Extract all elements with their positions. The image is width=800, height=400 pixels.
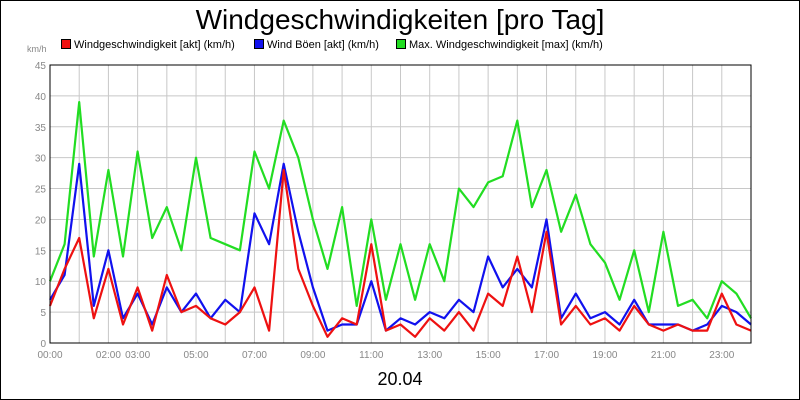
series-line-akt: [48, 168, 752, 338]
x-axis-date-label: 20.04: [377, 369, 423, 389]
legend-item-akt: Windgeschwindigkeit [akt] (km/h): [61, 39, 235, 51]
plot-border: [49, 64, 752, 344]
y-tick-label: 20: [35, 215, 47, 226]
legend-label-max: Max. Windgeschwindigkeit [max] (km/h): [409, 39, 603, 51]
x-tick-label: 02:00: [96, 350, 121, 361]
y-axis-unit: km/h: [27, 44, 47, 54]
y-tick-label: 10: [35, 277, 47, 288]
y-tick-label: 25: [35, 185, 47, 196]
legend-swatch-akt: [61, 39, 71, 49]
y-tick-label: 45: [35, 61, 47, 72]
legend-swatch-max: [396, 39, 406, 49]
x-tick-label: 21:00: [651, 350, 676, 361]
x-tick-label: 00:00: [37, 350, 62, 361]
x-tick-label: 03:00: [125, 350, 150, 361]
series-line-boeen: [49, 162, 752, 332]
x-tick-label: 09:00: [300, 350, 325, 361]
legend-label-boeen: Wind Böen [akt] (km/h): [267, 39, 379, 51]
y-tick-label: 0: [40, 339, 46, 350]
x-tick-label: 19:00: [592, 350, 617, 361]
x-tick-label: 15:00: [476, 350, 501, 361]
x-tick-label: 23:00: [709, 350, 734, 361]
legend-swatch-boeen: [254, 39, 264, 49]
x-tick-label: 07:00: [242, 350, 267, 361]
x-tick-label: 13:00: [417, 350, 442, 361]
y-tick-label: 30: [35, 154, 47, 165]
y-tick-label: 5: [40, 308, 46, 319]
x-tick-label: 17:00: [534, 350, 559, 361]
chart-title: Windgeschwindigkeiten [pro Tag]: [195, 4, 605, 35]
y-tick-label: 15: [35, 246, 47, 257]
x-tick-label: 11:00: [359, 350, 384, 361]
y-tick-label: 35: [35, 123, 47, 134]
x-tick-label: 05:00: [184, 350, 209, 361]
legend-item-boeen: Wind Böen [akt] (km/h): [254, 39, 379, 51]
legend-item-max: Max. Windgeschwindigkeit [max] (km/h): [396, 39, 603, 51]
legend-label-akt: Windgeschwindigkeit [akt] (km/h): [74, 39, 235, 51]
series-line-max: [48, 100, 752, 320]
y-tick-label: 40: [35, 92, 47, 103]
